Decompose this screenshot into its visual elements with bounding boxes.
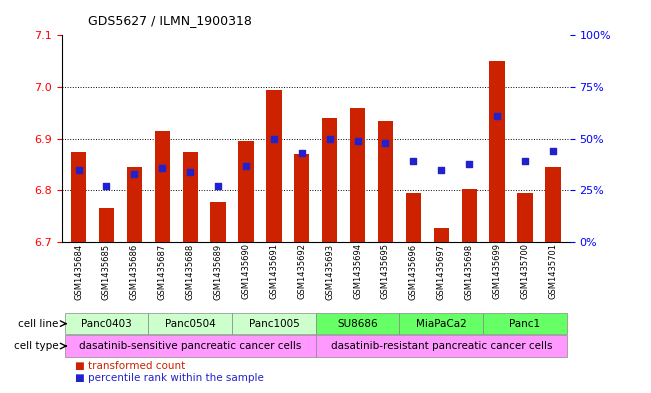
Bar <box>238 141 254 242</box>
Bar <box>154 131 170 242</box>
Bar <box>316 313 400 334</box>
Point <box>464 160 475 167</box>
Point <box>241 162 251 169</box>
Bar <box>378 121 393 242</box>
Bar <box>148 313 232 334</box>
Text: Panc0403: Panc0403 <box>81 319 132 329</box>
Text: SU8686: SU8686 <box>337 319 378 329</box>
Bar <box>400 313 483 334</box>
Bar <box>232 313 316 334</box>
Bar <box>266 90 281 242</box>
Bar <box>545 167 561 242</box>
Text: Panc0504: Panc0504 <box>165 319 215 329</box>
Point <box>352 138 363 144</box>
Bar <box>434 228 449 242</box>
Point <box>74 167 84 173</box>
Bar <box>483 313 567 334</box>
Text: ■ transformed count: ■ transformed count <box>75 362 185 371</box>
Bar <box>350 108 365 242</box>
Bar <box>71 152 86 242</box>
Point <box>129 171 139 177</box>
Point <box>492 113 503 119</box>
Bar <box>99 209 114 242</box>
Bar <box>490 61 505 242</box>
Bar <box>64 313 148 334</box>
Bar <box>182 152 198 242</box>
Bar <box>322 118 337 242</box>
Text: cell line: cell line <box>18 319 59 329</box>
Point <box>297 150 307 156</box>
Bar <box>210 202 226 242</box>
Point <box>324 136 335 142</box>
Bar <box>294 154 309 242</box>
Text: GDS5627 / ILMN_1900318: GDS5627 / ILMN_1900318 <box>88 15 252 28</box>
Point <box>519 158 530 165</box>
Point <box>102 183 112 189</box>
Bar <box>316 335 567 357</box>
Bar <box>127 167 142 242</box>
Point <box>380 140 391 146</box>
Point <box>185 169 195 175</box>
Point <box>157 165 167 171</box>
Bar <box>64 335 316 357</box>
Bar <box>462 189 477 242</box>
Text: Panc1: Panc1 <box>510 319 540 329</box>
Text: dasatinib-sensitive pancreatic cancer cells: dasatinib-sensitive pancreatic cancer ce… <box>79 341 301 351</box>
Point <box>436 167 447 173</box>
Point <box>213 183 223 189</box>
Text: MiaPaCa2: MiaPaCa2 <box>416 319 467 329</box>
Text: dasatinib-resistant pancreatic cancer cells: dasatinib-resistant pancreatic cancer ce… <box>331 341 552 351</box>
Point <box>269 136 279 142</box>
Point <box>547 148 558 154</box>
Bar <box>406 193 421 242</box>
Text: ■ percentile rank within the sample: ■ percentile rank within the sample <box>75 373 264 383</box>
Point <box>408 158 419 165</box>
Text: cell type: cell type <box>14 341 59 351</box>
Text: Panc1005: Panc1005 <box>249 319 299 329</box>
Bar <box>518 193 533 242</box>
